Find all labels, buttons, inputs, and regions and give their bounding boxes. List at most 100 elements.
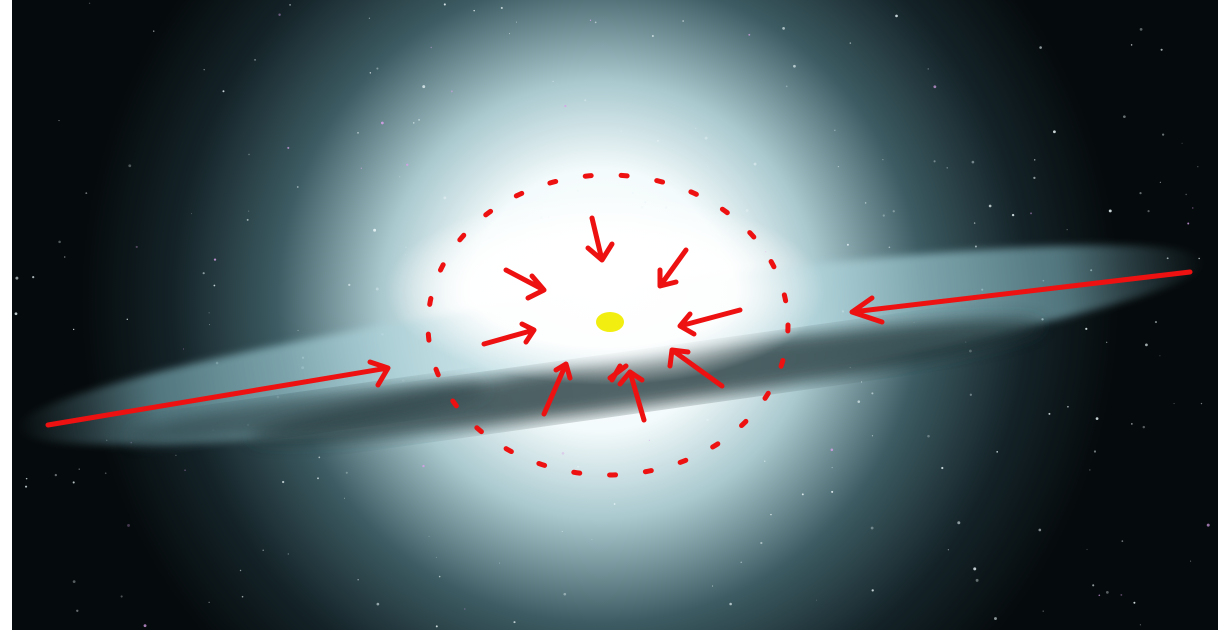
star [153,30,155,32]
star [834,129,836,132]
star [357,131,359,134]
star [246,218,249,221]
star [254,59,256,61]
star [262,549,264,552]
star [1086,548,1088,550]
star [577,190,579,192]
star [1187,222,1190,225]
star [748,33,751,36]
star [208,601,210,603]
star [104,472,107,475]
star [203,68,205,71]
star [88,2,91,4]
star [282,480,285,484]
star [143,624,147,628]
star [287,553,290,555]
star [241,595,244,598]
arrow [503,267,547,301]
arrow [617,369,647,423]
star [882,159,884,161]
star [405,246,407,248]
star [248,210,250,212]
star [561,531,563,533]
arrow [585,215,615,263]
star [127,523,130,527]
star [1154,320,1158,324]
star [443,196,447,200]
star [860,381,863,383]
star [564,105,567,108]
star [870,526,874,530]
star [422,464,425,468]
star [577,466,579,468]
star [184,469,186,471]
star [704,136,708,140]
arrow [541,361,573,417]
star [706,418,709,422]
star [120,595,123,598]
star [753,162,757,166]
star [712,398,713,400]
star [289,4,291,6]
star [209,324,210,326]
star [871,589,874,592]
star [882,214,885,217]
star [682,20,684,22]
star [1191,207,1194,209]
star [969,393,972,396]
star [435,556,437,558]
bulge [385,195,825,385]
star [1098,594,1101,597]
star [941,466,944,470]
star [14,312,18,316]
star [584,99,587,102]
star [740,561,742,563]
arrow [607,363,629,383]
star [464,608,466,610]
star [1053,130,1056,134]
star [648,439,650,441]
star [1130,44,1133,46]
star [418,118,421,121]
star [513,621,516,624]
star [72,580,76,583]
center-dot [596,312,624,332]
star [577,440,580,443]
star [72,481,75,484]
star [345,471,348,474]
star [1145,343,1148,347]
star [182,348,184,350]
star [1133,601,1136,604]
star [620,130,622,132]
star [864,202,867,204]
star [561,451,565,455]
arrow [45,359,391,428]
star [248,153,250,156]
star [589,19,592,21]
star [450,90,453,93]
star [801,493,804,496]
star [888,246,891,249]
star [380,121,384,125]
star [317,477,319,480]
star [78,468,80,470]
star [927,68,929,70]
star [816,599,817,601]
star [651,34,654,37]
star [933,160,936,163]
star [969,349,972,353]
star [552,80,554,83]
star [376,602,380,606]
star [1159,181,1161,183]
star [208,312,210,314]
star [239,569,242,572]
star [213,284,216,287]
star [1093,450,1097,453]
star [1190,560,1192,562]
star [1105,591,1109,594]
star [1042,610,1044,612]
star [837,165,840,168]
star [988,204,992,208]
star [1095,417,1099,420]
